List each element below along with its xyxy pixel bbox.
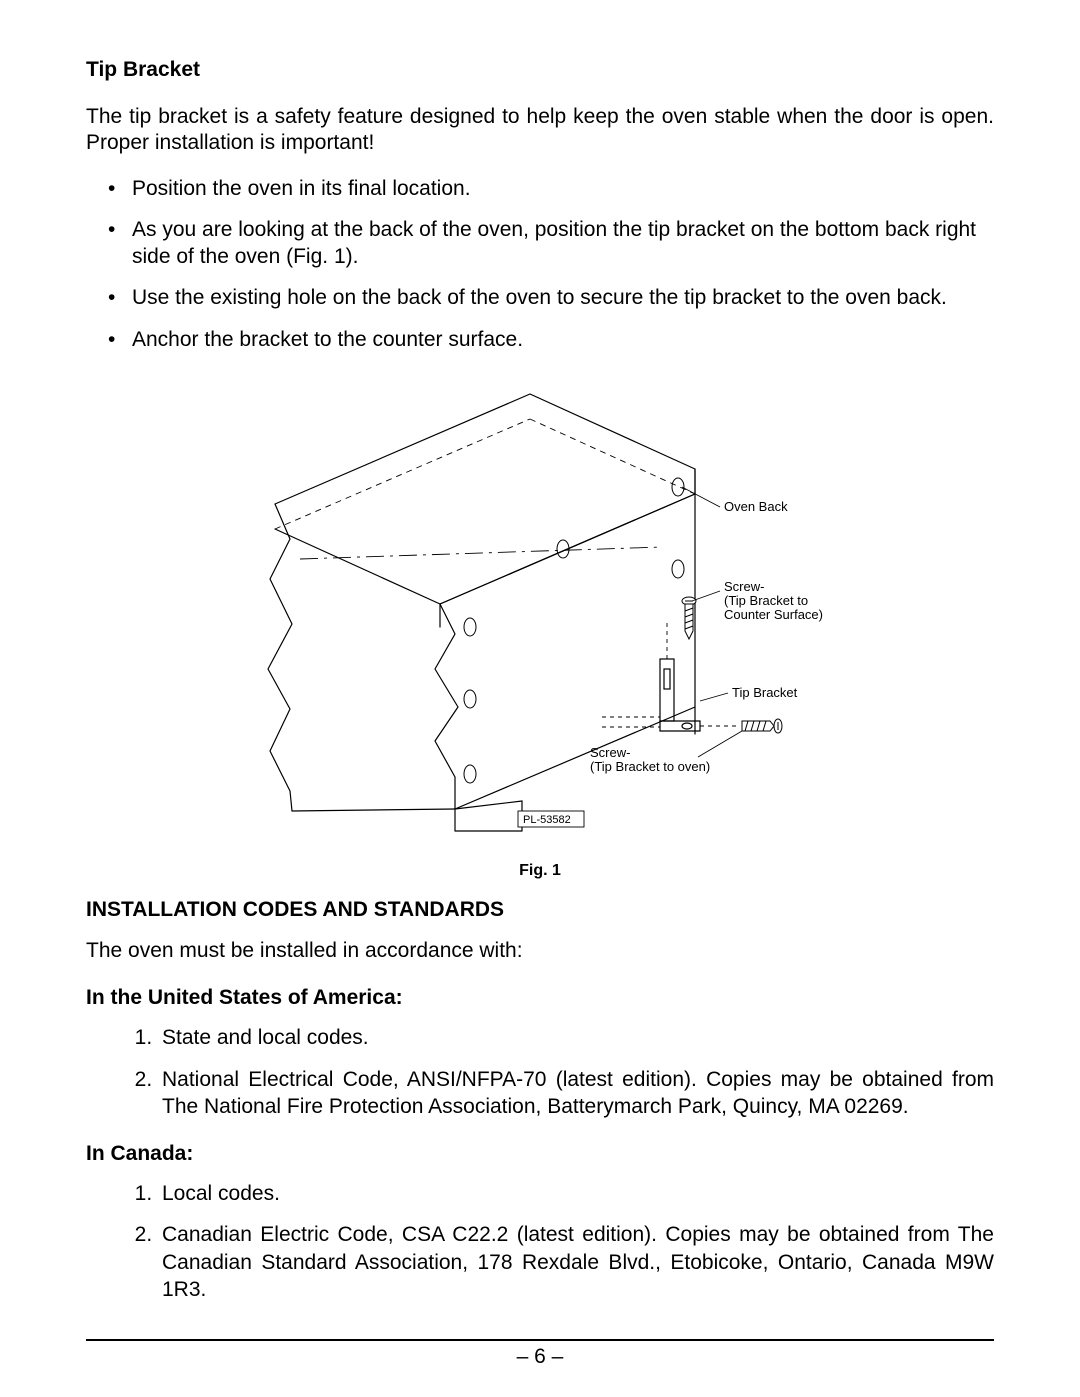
- list-item: As you are looking at the back of the ov…: [132, 216, 994, 271]
- page-number: – 6 –: [0, 1345, 1080, 1369]
- tip-bracket-bullets: Position the oven in its final location.…: [86, 175, 994, 353]
- list-item: Local codes.: [158, 1180, 994, 1207]
- tip-bracket-heading: Tip Bracket: [86, 58, 994, 82]
- list-item: State and local codes.: [158, 1024, 994, 1051]
- tip-bracket-diagram: Oven Back Screw- (Tip Bracket to Counter…: [230, 379, 850, 849]
- usa-heading: In the United States of America:: [86, 986, 994, 1010]
- canada-heading: In Canada:: [86, 1142, 994, 1166]
- tip-bracket-intro: The tip bracket is a safety feature desi…: [86, 104, 994, 157]
- label-screw-oven-1: Screw-: [590, 745, 630, 760]
- label-screw-oven-2: (Tip Bracket to oven): [590, 759, 710, 774]
- codes-heading: INSTALLATION CODES AND STANDARDS: [86, 898, 994, 922]
- usa-list: State and local codes. National Electric…: [86, 1024, 994, 1120]
- label-tip-bracket: Tip Bracket: [732, 685, 798, 700]
- list-item: National Electrical Code, ANSI/NFPA-70 (…: [158, 1066, 994, 1121]
- label-plate-number: PL-53582: [523, 814, 571, 826]
- codes-intro: The oven must be installed in accordance…: [86, 938, 994, 964]
- label-screw-surface-2: (Tip Bracket to: [724, 593, 808, 608]
- list-item: Canadian Electric Code, CSA C22.2 (lates…: [158, 1221, 994, 1303]
- canada-list: Local codes. Canadian Electric Code, CSA…: [86, 1180, 994, 1303]
- list-item: Anchor the bracket to the counter surfac…: [132, 326, 994, 353]
- page: Tip Bracket The tip bracket is a safety …: [0, 0, 1080, 1397]
- footer-rule: [86, 1339, 994, 1341]
- list-item: Position the oven in its final location.: [132, 175, 994, 202]
- figure-caption: Fig. 1: [86, 862, 994, 880]
- figure-1: Oven Back Screw- (Tip Bracket to Counter…: [230, 379, 850, 854]
- label-oven-back: Oven Back: [724, 499, 788, 514]
- label-screw-surface-1: Screw-: [724, 579, 764, 594]
- list-item: Use the existing hole on the back of the…: [132, 284, 994, 311]
- label-screw-surface-3: Counter Surface): [724, 607, 823, 622]
